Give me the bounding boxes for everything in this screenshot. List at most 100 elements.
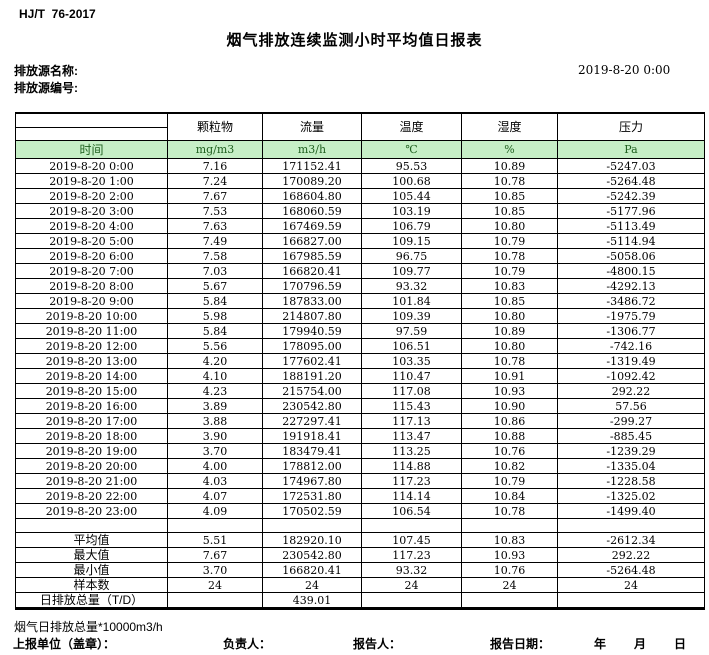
unit-flow: m3/h	[262, 140, 362, 159]
summary-flow-cell: 166820.41	[262, 562, 362, 578]
table-row: 2019-8-20 15:00 4.23 215754.00 117.08 10…	[15, 383, 705, 399]
time-cell: 2019-8-20 11:00	[15, 323, 168, 339]
pressure-cell: -5113.49	[557, 218, 705, 234]
summary-pressure-cell: -2612.34	[557, 532, 705, 548]
table-row: 2019-8-20 13:00 4.20 177602.41 103.35 10…	[15, 353, 705, 369]
time-cell: 2019-8-20 1:00	[15, 173, 168, 189]
temp-cell: 97.59	[361, 323, 462, 339]
time-cell: 2019-8-20 4:00	[15, 218, 168, 234]
pressure-cell: -1306.77	[557, 323, 705, 339]
summary-row: 样本数 24 24 24 24 24	[15, 577, 705, 593]
humidity-cell: 10.85	[461, 293, 558, 309]
time-cell: 2019-8-20 12:00	[15, 338, 168, 354]
summary-label: 日排放总量（T/D）	[15, 592, 168, 609]
summary-temp-cell: 93.32	[361, 562, 462, 578]
summary-humidity-cell: 10.76	[461, 562, 558, 578]
pressure-cell: -1239.29	[557, 443, 705, 459]
time-cell: 2019-8-20 19:00	[15, 443, 168, 459]
time-cell: 2019-8-20 9:00	[15, 293, 168, 309]
time-header: 时间	[15, 140, 168, 159]
humidity-cell: 10.80	[461, 338, 558, 354]
humidity-cell: 10.76	[461, 443, 558, 459]
summary-humidity-cell: 10.83	[461, 532, 558, 548]
table-row: 2019-8-20 5:00 7.49 166827.00 109.15 10.…	[15, 233, 705, 249]
summary-pm-cell: 24	[167, 577, 263, 593]
time-cell: 2019-8-20 16:00	[15, 398, 168, 414]
responsible-person-label: 负责人：	[223, 637, 272, 651]
pm-cell: 7.53	[167, 203, 263, 219]
temp-cell: 105.44	[361, 188, 462, 204]
pressure-cell: -5177.96	[557, 203, 705, 219]
flow-cell: 178095.00	[262, 338, 362, 354]
pressure-cell: -1335.04	[557, 458, 705, 474]
time-cell: 2019-8-20 15:00	[15, 383, 168, 399]
humidity-cell: 10.78	[461, 503, 558, 519]
temp-cell: 109.77	[361, 263, 462, 279]
table-row: 2019-8-20 20:00 4.00 178812.00 114.88 10…	[15, 458, 705, 474]
table-row: 2019-8-20 18:00 3.90 191918.41 113.47 10…	[15, 428, 705, 444]
humidity-cell: 10.80	[461, 218, 558, 234]
flow-cell: 214807.80	[262, 308, 362, 324]
header-row: 颗粒物 流量 温度 湿度 压力	[15, 112, 705, 141]
flow-cell: 230542.80	[262, 398, 362, 414]
pressure-cell: -1975.79	[557, 308, 705, 324]
pm-cell: 5.98	[167, 308, 263, 324]
table-row: 2019-8-20 2:00 7.67 168604.80 105.44 10.…	[15, 188, 705, 204]
temp-cell: 117.08	[361, 383, 462, 399]
flow-cell: 171152.41	[262, 158, 362, 174]
table-row: 2019-8-20 9:00 5.84 187833.00 101.84 10.…	[15, 293, 705, 309]
temp-cell: 114.88	[361, 458, 462, 474]
table-row: 2019-8-20 8:00 5.67 170796.59 93.32 10.8…	[15, 278, 705, 294]
pressure-cell: -5114.94	[557, 233, 705, 249]
table-row: 2019-8-20 7:00 7.03 166820.41 109.77 10.…	[15, 263, 705, 279]
summary-humidity-cell: 24	[461, 577, 558, 593]
flow-cell: 188191.20	[262, 368, 362, 384]
temp-cell: 117.23	[361, 473, 462, 489]
pm-cell: 7.49	[167, 233, 263, 249]
table-row: 2019-8-20 4:00 7.63 167469.59 106.79 10.…	[15, 218, 705, 234]
temp-cell: 103.35	[361, 353, 462, 369]
temp-cell: 113.25	[361, 443, 462, 459]
time-cell: 2019-8-20 6:00	[15, 248, 168, 264]
temp-cell: 101.84	[361, 293, 462, 309]
pm-cell: 4.00	[167, 458, 263, 474]
pressure-cell: -3486.72	[557, 293, 705, 309]
unit-pm: mg/m3	[167, 140, 263, 159]
summary-flow-cell: 230542.80	[262, 547, 362, 563]
table-row: 2019-8-20 0:00 7.16 171152.41 95.53 10.8…	[15, 158, 705, 174]
temp-cell: 96.75	[361, 248, 462, 264]
pm-cell: 3.88	[167, 413, 263, 429]
unit-pressure: Pa	[557, 140, 705, 159]
summary-label: 平均值	[15, 532, 168, 548]
summary-label: 最小值	[15, 562, 168, 578]
pm-cell: 3.70	[167, 443, 263, 459]
humidity-cell: 10.91	[461, 368, 558, 384]
unit-temp: ℃	[361, 140, 462, 159]
temp-cell: 115.43	[361, 398, 462, 414]
summary-pm-cell	[167, 592, 263, 609]
humidity-cell: 10.89	[461, 323, 558, 339]
summary-label: 样本数	[15, 577, 168, 593]
humidity-cell: 10.90	[461, 398, 558, 414]
unit-row: 时间 mg/m3 m3/h ℃ % Pa	[15, 140, 705, 159]
pm-cell: 7.67	[167, 188, 263, 204]
time-cell: 2019-8-20 18:00	[15, 428, 168, 444]
humidity-cell: 10.79	[461, 233, 558, 249]
time-cell: 2019-8-20 23:00	[15, 503, 168, 519]
table-row: 2019-8-20 23:00 4.09 170502.59 106.54 10…	[15, 503, 705, 519]
pm-cell: 3.89	[167, 398, 263, 414]
time-cell: 2019-8-20 17:00	[15, 413, 168, 429]
flow-cell: 168060.59	[262, 203, 362, 219]
total-emission-note: 烟气日排放总量*10000m3/h	[14, 620, 163, 634]
summary-flow-cell: 24	[262, 577, 362, 593]
summary-flow-cell: 439.01	[262, 592, 362, 609]
pressure-cell: -5242.39	[557, 188, 705, 204]
column-header-pm: 颗粒物	[167, 112, 263, 141]
humidity-cell: 10.86	[461, 413, 558, 429]
time-cell: 2019-8-20 3:00	[15, 203, 168, 219]
flow-cell: 215754.00	[262, 383, 362, 399]
pm-cell: 7.16	[167, 158, 263, 174]
flow-cell: 174967.80	[262, 473, 362, 489]
table-row: 2019-8-20 12:00 5.56 178095.00 106.51 10…	[15, 338, 705, 354]
pressure-cell: -5058.06	[557, 248, 705, 264]
